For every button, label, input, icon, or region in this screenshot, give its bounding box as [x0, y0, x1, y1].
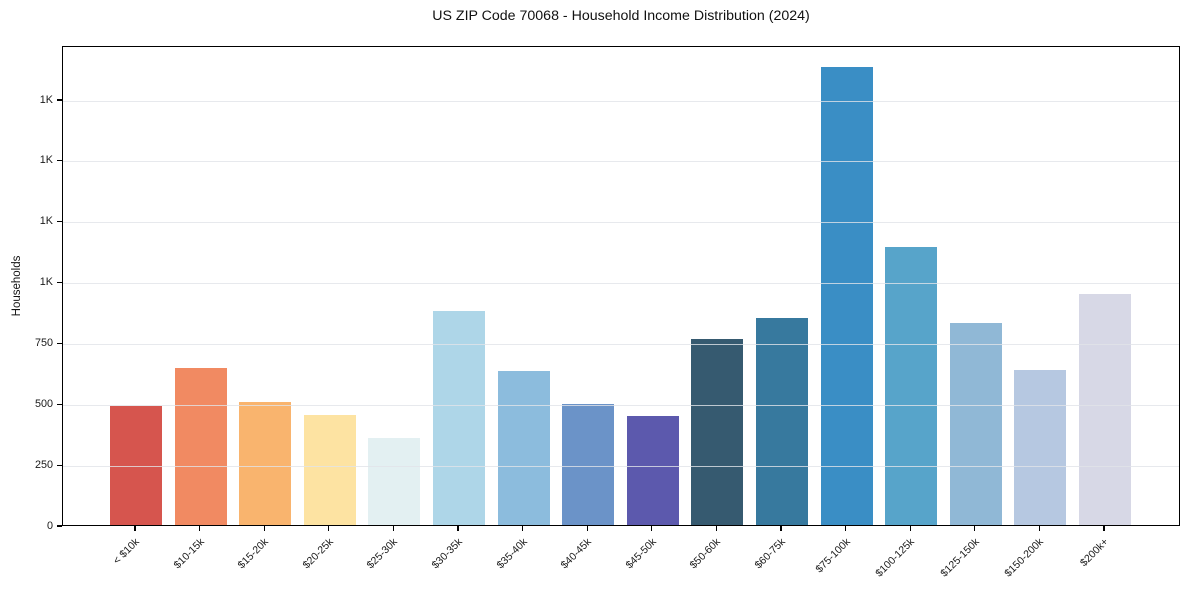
y-tick-mark [57, 403, 62, 405]
y-tick-label: 250 [34, 458, 53, 471]
x-tick-mark [651, 526, 653, 531]
bar-2 [174, 368, 227, 525]
y-tick-label: 1K [39, 276, 53, 289]
bar-16 [1079, 294, 1131, 525]
y-tick-mark [57, 342, 62, 345]
bar-9 [626, 416, 679, 525]
x-tick-label: < $10k [110, 535, 142, 567]
x-tick-mark [780, 526, 782, 531]
y-tick-label: 500 [34, 397, 53, 410]
bars-layer [63, 47, 1179, 525]
y-tick-mark [57, 464, 62, 466]
bar-13 [885, 247, 938, 525]
x-tick-mark [328, 526, 330, 531]
y-tick-label: 1K [39, 154, 53, 167]
x-tick-mark [263, 526, 265, 531]
bar-4 [303, 414, 356, 525]
bar-12 [820, 66, 873, 525]
bar-3 [239, 401, 292, 525]
bar-8 [562, 404, 615, 525]
bar-10 [691, 339, 744, 525]
y-tick-label: 750 [34, 336, 53, 349]
bar-14 [949, 322, 1002, 525]
x-tick-mark [845, 526, 847, 531]
chart-title: US ZIP Code 70068 - Household Income Dis… [432, 8, 810, 24]
x-tick-mark [134, 526, 136, 531]
bar-15 [1014, 369, 1067, 525]
x-tick-mark [199, 526, 201, 531]
y-tick-mark [57, 221, 62, 223]
x-tick-mark [457, 526, 459, 531]
bar-6 [433, 310, 485, 525]
x-tick-mark [1103, 526, 1105, 531]
x-tick-mark [392, 526, 394, 531]
y-tick-mark [57, 99, 62, 101]
x-tick-mark [586, 526, 588, 531]
y-tick-mark [57, 525, 62, 527]
plot-area [62, 46, 1180, 526]
y-tick-mark [57, 281, 62, 284]
y-tick-label: 0 [46, 519, 53, 532]
x-tick-mark [974, 526, 976, 531]
x-tick-mark [715, 526, 717, 531]
bar-7 [497, 370, 550, 525]
bar-5 [368, 438, 421, 525]
bar-1 [110, 405, 162, 525]
x-tick-mark [522, 526, 524, 531]
x-tick-mark [909, 526, 911, 531]
bar-11 [756, 317, 808, 525]
y-tick-mark [57, 160, 62, 162]
y-tick-label: 1K [39, 215, 53, 228]
y-tick-label: 1K [39, 93, 53, 106]
x-tick-mark [1038, 526, 1040, 531]
